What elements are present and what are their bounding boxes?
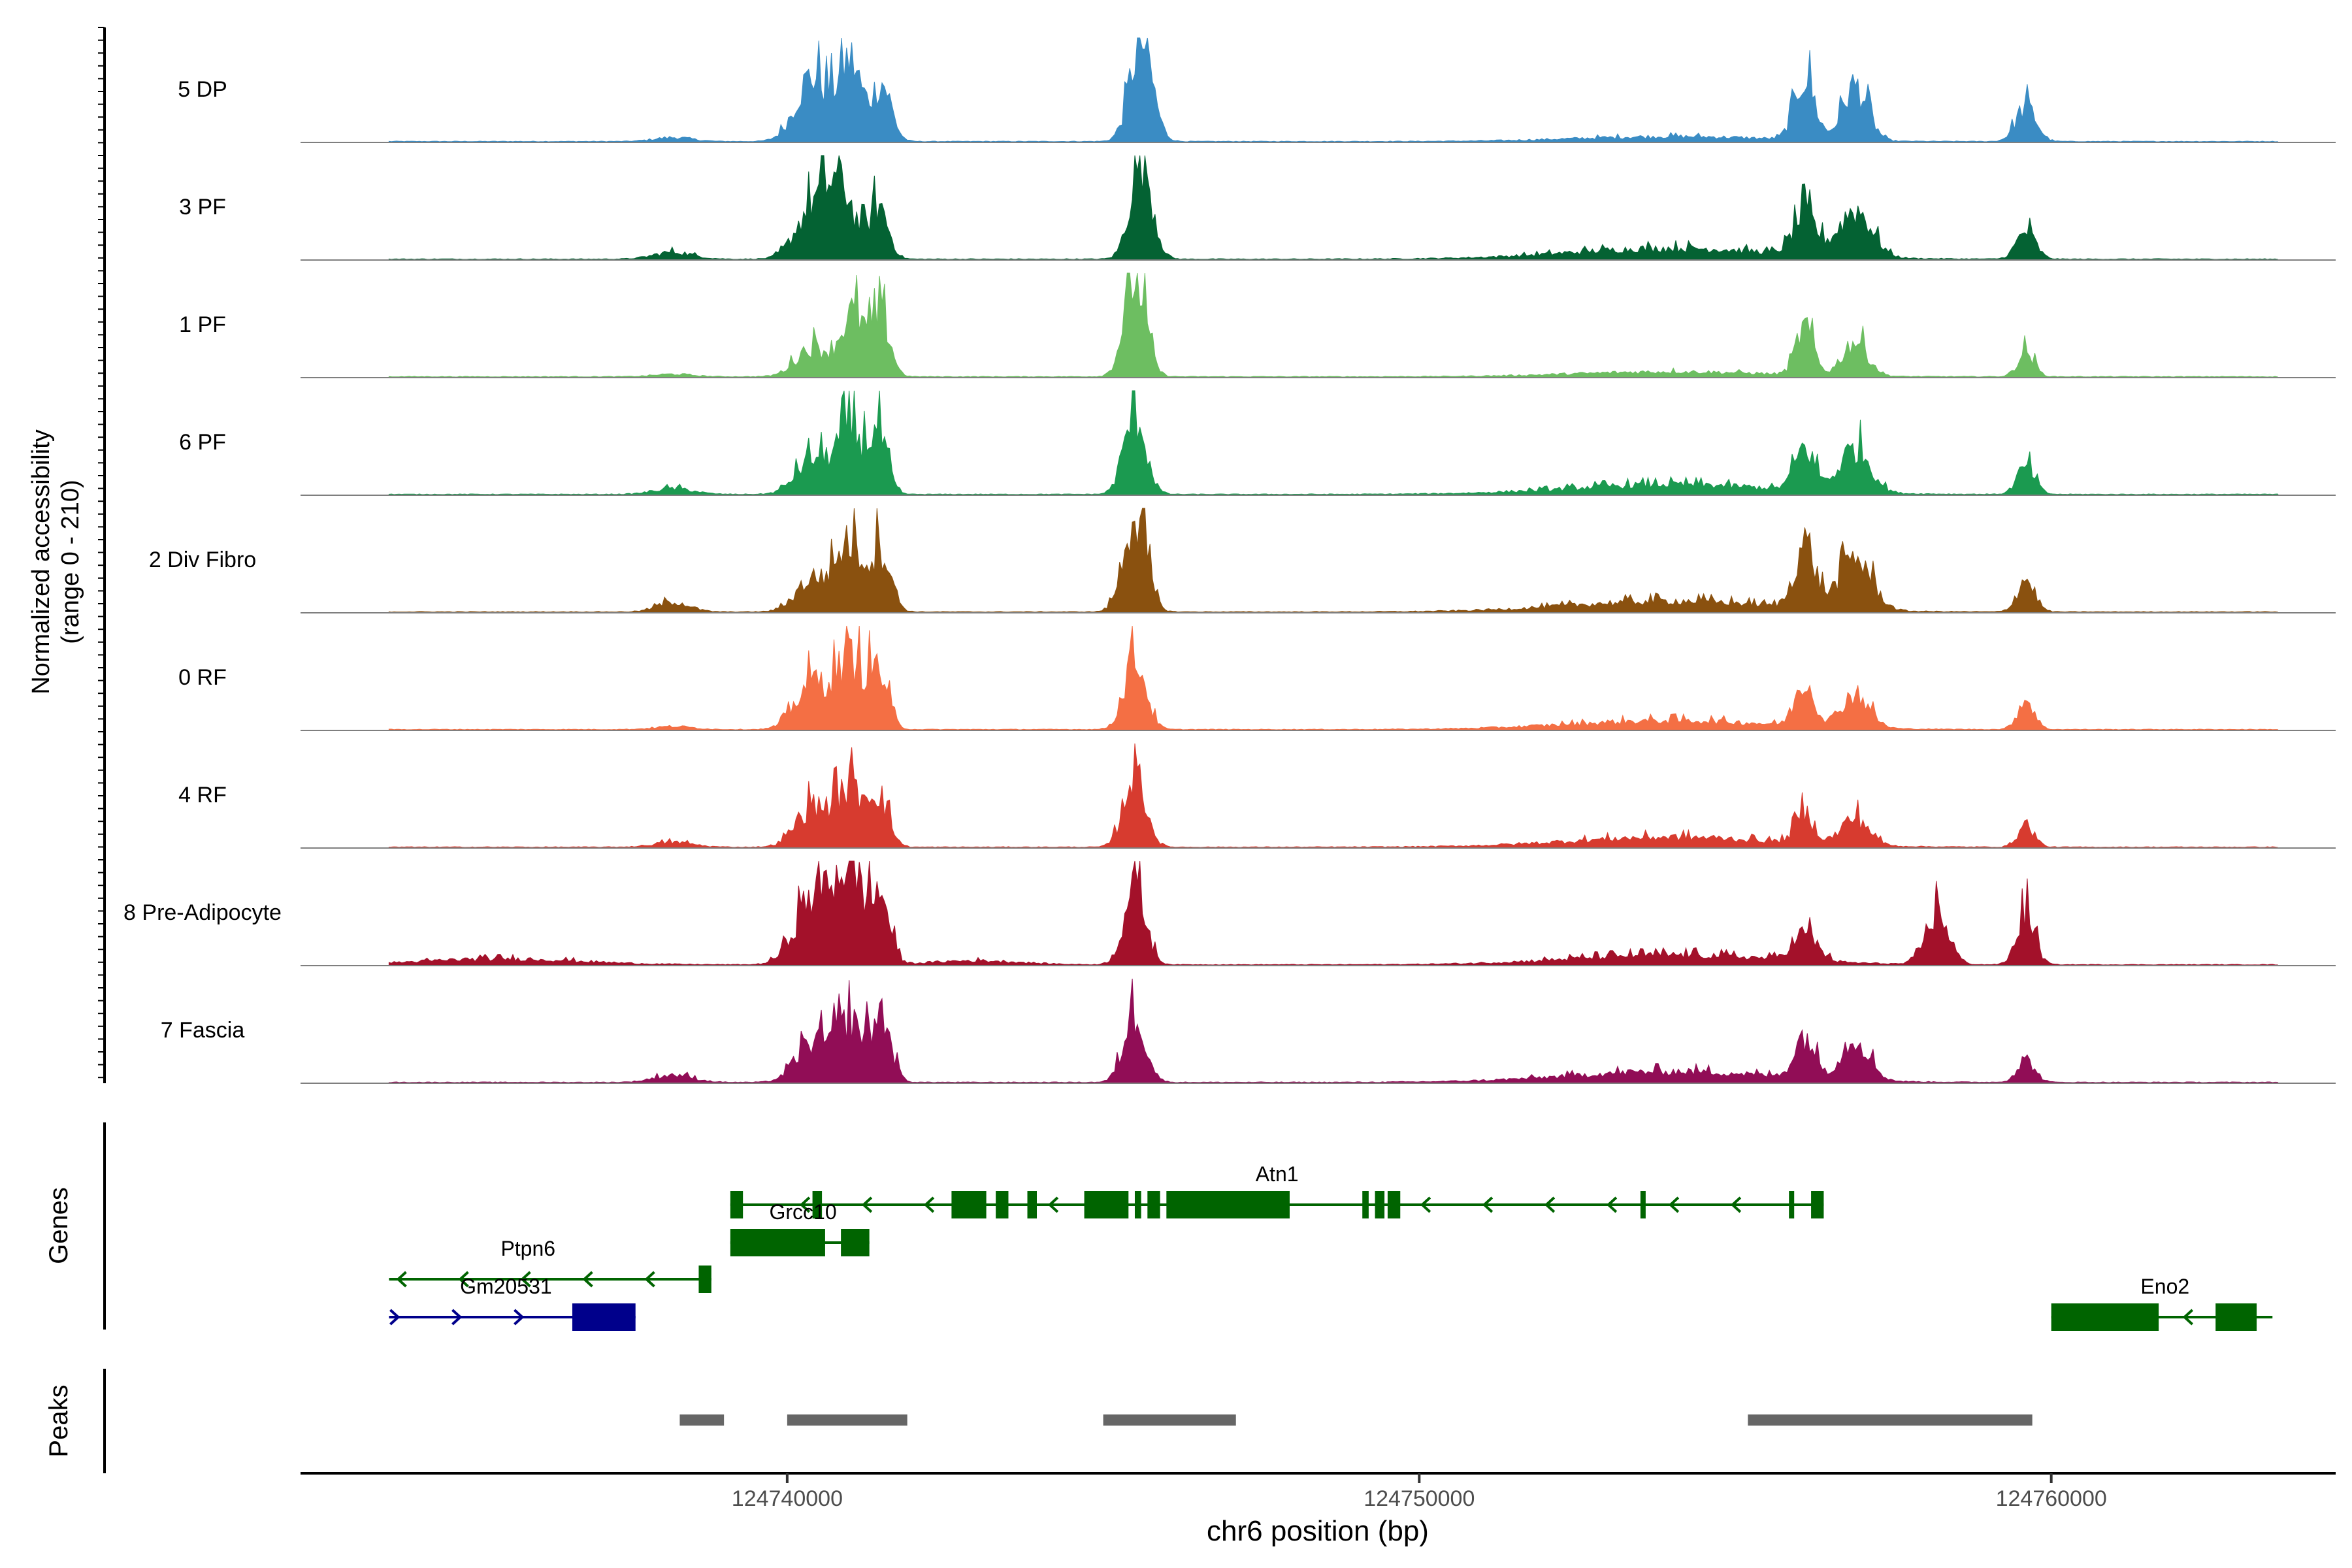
track-label: 2 Div Fibro: [149, 547, 256, 572]
strand-arrow: [1606, 1196, 1618, 1213]
gene-exon: [2215, 1303, 2257, 1331]
strand-arrow: [923, 1196, 935, 1213]
track-label: 1 PF: [179, 312, 226, 337]
strand-arrow: [451, 1309, 463, 1326]
strand-arrow: [861, 1196, 873, 1213]
gene-exon: [1147, 1191, 1160, 1218]
peak-region: [1103, 1414, 1236, 1426]
strand-arrow: [520, 1271, 531, 1288]
coverage-area: [388, 390, 2280, 496]
track-label: 0 RF: [178, 665, 227, 690]
x-tick-label: 124750000: [1364, 1486, 1475, 1511]
coverage-area: [388, 155, 2280, 261]
track-label: 3 PF: [179, 195, 226, 220]
accessibility-axis: [98, 27, 106, 1083]
strand-arrow: [799, 1196, 811, 1213]
strand-arrow: [458, 1271, 469, 1288]
genes-track: Atn1 Grcc10 Ptpn6 Gm20531 Eno2: [389, 1162, 2273, 1331]
strand-arrow: [396, 1271, 407, 1288]
x-axis-label: chr6 position (bp): [1207, 1515, 1429, 1547]
gene-eno2: Eno2: [2051, 1275, 2273, 1331]
track-6-pf: 6 PF: [179, 390, 2336, 496]
strand-arrow: [1668, 1196, 1680, 1213]
gene-exon: [2051, 1303, 2159, 1331]
track-0-rf: 0 RF: [178, 625, 2336, 731]
gene-exon: [1640, 1191, 1646, 1218]
track-7-fascia: 7 Fascia: [161, 978, 2336, 1084]
strand-arrow: [582, 1271, 593, 1288]
coverage-area: [388, 37, 2280, 143]
coverage-tracks: 5 DP 3 PF 1 PF 6 PF 2 Div Fibro 0 RF 4 RF 8 Pre…: [123, 37, 2336, 1084]
track-4-rf: 4 RF: [178, 743, 2336, 849]
gene-atn1: Atn1: [730, 1162, 1824, 1218]
gene-gm20531: Gm20531: [389, 1275, 636, 1331]
gene-name: Atn1: [1256, 1162, 1299, 1186]
x-tick-label: 124760000: [1996, 1486, 2107, 1511]
strand-arrow: [1482, 1196, 1494, 1213]
gene-exon: [1134, 1191, 1141, 1218]
coverage-area: [388, 272, 2280, 378]
gene-name: Eno2: [2140, 1275, 2189, 1298]
track-label: 4 RF: [178, 783, 227, 808]
gene-name: Gm20531: [460, 1275, 552, 1298]
gene-exon: [698, 1266, 711, 1293]
y-axis-label-range: (range 0 - 210): [57, 480, 84, 644]
track-8-pre-adipocyte: 8 Pre-Adipocyte: [123, 860, 2336, 966]
gene-grcc10: Grcc10: [730, 1200, 870, 1256]
gene-exon: [951, 1191, 987, 1218]
coverage-area: [388, 978, 2280, 1084]
coverage-area: [388, 625, 2280, 731]
gene-name: Ptpn6: [500, 1237, 555, 1260]
gene-exon: [812, 1191, 823, 1218]
track-2-div-fibro: 2 Div Fibro: [149, 508, 2336, 613]
strand-arrow: [2182, 1309, 2194, 1326]
peak-region: [1748, 1414, 2033, 1426]
gene-exon: [1387, 1191, 1401, 1218]
x-tick-label: 124740000: [732, 1486, 843, 1511]
strand-arrow: [514, 1309, 525, 1326]
strand-arrow: [644, 1271, 655, 1288]
peaks-track-title: Peaks: [44, 1384, 73, 1457]
gene-exon: [1027, 1191, 1037, 1218]
track-1-pf: 1 PF: [179, 272, 2336, 378]
gene-exon: [1362, 1191, 1369, 1218]
y-axis-label: Normalized accessibility: [27, 429, 55, 694]
strand-arrow: [1047, 1196, 1059, 1213]
coverage-area: [388, 508, 2280, 613]
x-axis: 124740000 124750000 124760000: [301, 1472, 2336, 1511]
track-label: 7 Fascia: [161, 1018, 245, 1043]
gene-exon: [996, 1191, 1009, 1218]
gene-exon: [572, 1303, 636, 1331]
strand-arrow: [1420, 1196, 1431, 1213]
gene-exon: [1166, 1191, 1290, 1218]
strand-arrow: [389, 1309, 400, 1326]
coverage-area: [388, 743, 2279, 849]
peak-region: [679, 1414, 725, 1426]
gene-exon: [841, 1229, 870, 1256]
gene-ptpn6: Ptpn6: [389, 1237, 711, 1293]
gene-exon: [730, 1229, 825, 1256]
gene-exon: [1789, 1191, 1795, 1218]
gene-name: Grcc10: [770, 1200, 837, 1224]
gene-exon: [1084, 1191, 1129, 1218]
strand-arrow: [1544, 1196, 1556, 1213]
gene-exon: [730, 1191, 743, 1218]
track-3-pf: 3 PF: [179, 155, 2336, 261]
peak-region: [787, 1414, 907, 1426]
strand-arrow: [1730, 1196, 1742, 1213]
track-5-dp: 5 DP: [178, 37, 2336, 143]
coverage-area: [388, 860, 2280, 966]
peaks-track: [679, 1414, 2033, 1426]
genes-track-title: Genes: [44, 1187, 73, 1264]
gene-exon: [1811, 1191, 1824, 1218]
gene-exon: [1375, 1191, 1385, 1218]
track-label: 6 PF: [179, 430, 226, 455]
track-label: 5 DP: [178, 77, 227, 102]
track-label: 8 Pre-Adipocyte: [123, 900, 282, 925]
